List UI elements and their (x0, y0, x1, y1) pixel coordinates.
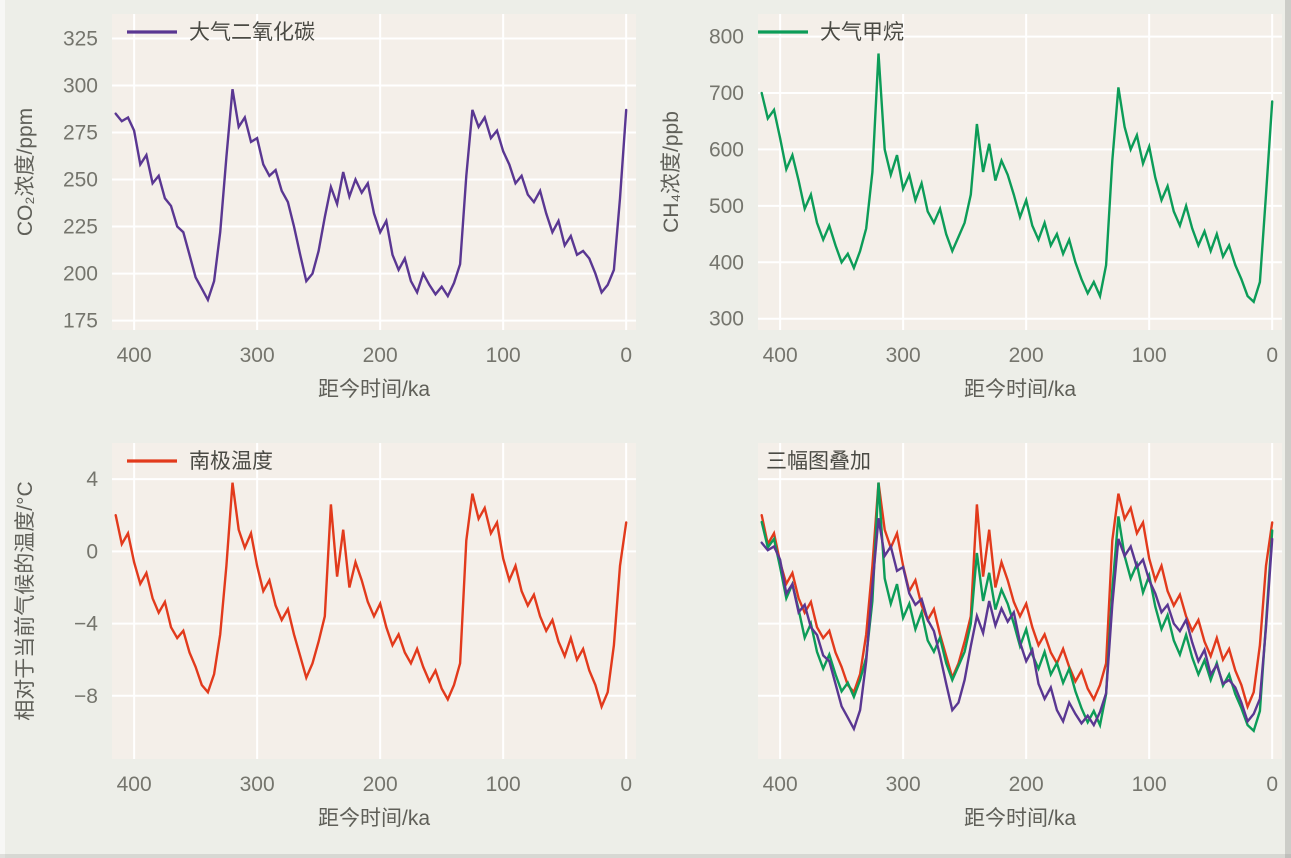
plot-area (758, 443, 1282, 759)
panel-ch4-chart: 400 300 200 100 0 300 400 500 600 700 800 CH₄浓度/ppb… (646, 0, 1291, 429)
scan-edge-artifact (1285, 0, 1291, 858)
y-tick-label: −8 (74, 685, 98, 708)
chart-svg: 400 300 200 100 0 175 200 225 250 275 300 325 CO₂浓度/… (14, 14, 636, 401)
x-tick-label: 200 (363, 344, 398, 367)
y-tick-label: 500 (709, 195, 744, 218)
y-tick-label: −4 (74, 613, 98, 636)
x-tick-label: 100 (1132, 344, 1167, 367)
scan-edge-artifact (0, 0, 5, 858)
x-tick-label: 200 (363, 773, 398, 796)
y-axis-label: CH₄浓度/ppb (660, 111, 683, 233)
x-tick-label: 0 (620, 344, 632, 367)
y-tick-label: 300 (709, 308, 744, 331)
plot-area (758, 14, 1282, 330)
temp-line (114, 482, 628, 711)
x-tick-label: 100 (486, 773, 521, 796)
x-tick-label: 400 (763, 773, 798, 796)
y-tick-label: 325 (63, 27, 98, 50)
y-tick-label: 175 (63, 310, 98, 333)
ch4-line (760, 53, 1274, 304)
y-axis-label: CO₂浓度/ppm (14, 108, 37, 236)
x-tick-label: 0 (1266, 344, 1278, 367)
chart-svg: 400 300 200 100 0 −8 −4 0 4 相对于当前气候的温度/°C 距今时间/ka 南… (14, 443, 636, 830)
co2-line (760, 518, 1274, 732)
x-axis-label: 距今时间/ka (964, 807, 1076, 830)
legend-label: 大气甲烷 (820, 21, 904, 44)
x-tick-label: 0 (1266, 773, 1278, 796)
x-tick-label: 400 (763, 344, 798, 367)
y-tick-label: 300 (63, 74, 98, 97)
y-tick-label: 250 (63, 169, 98, 192)
x-tick-label: 300 (886, 344, 921, 367)
y-tick-label: 200 (63, 263, 98, 286)
y-tick-label: 225 (63, 216, 98, 239)
x-axis-label: 距今时间/ka (964, 378, 1076, 401)
legend-label: 南极温度 (189, 450, 273, 473)
x-tick-label: 400 (117, 773, 152, 796)
y-tick-label: 0 (86, 540, 98, 563)
x-tick-label: 300 (240, 344, 275, 367)
x-tick-label: 100 (1132, 773, 1167, 796)
y-tick-label: 700 (709, 82, 744, 105)
x-tick-label: 100 (486, 344, 521, 367)
x-tick-label: 300 (240, 773, 275, 796)
chart-svg: 400 300 200 100 0 300 400 500 600 700 800 CH₄浓度/ppb… (660, 14, 1282, 401)
plot-area (112, 443, 636, 759)
x-axis-label: 距今时间/ka (318, 807, 430, 830)
x-tick-label: 0 (620, 773, 632, 796)
y-tick-label: 400 (709, 251, 744, 274)
panel-co2-chart: 400 300 200 100 0 175 200 225 250 275 300 325 CO₂浓度/… (0, 0, 645, 429)
co2-line (114, 89, 628, 303)
panel-overlay-chart: 400 300 200 100 0 距今时间/ka 三幅图叠加 (646, 429, 1291, 858)
y-tick-label: 275 (63, 122, 98, 145)
legend-label: 大气二氧化碳 (189, 21, 315, 44)
temp-line (760, 482, 1274, 711)
x-tick-label: 300 (886, 773, 921, 796)
x-tick-label: 200 (1009, 344, 1044, 367)
chart-svg: 400 300 200 100 0 距今时间/ka 三幅图叠加 (758, 443, 1282, 830)
panel-title: 三幅图叠加 (766, 450, 871, 473)
ch4-line (760, 482, 1274, 733)
scan-edge-artifact (0, 854, 1291, 858)
y-axis-label: 相对于当前气候的温度/°C (14, 481, 37, 720)
x-tick-label: 200 (1009, 773, 1044, 796)
y-tick-label: 4 (86, 468, 98, 491)
x-tick-label: 400 (117, 344, 152, 367)
y-tick-label: 800 (709, 26, 744, 49)
panel-temperature-chart: 400 300 200 100 0 −8 −4 0 4 相对于当前气候的温度/°C 距今时间/ka 南… (0, 429, 645, 858)
plot-area (112, 14, 636, 330)
y-tick-label: 600 (709, 138, 744, 161)
x-axis-label: 距今时间/ka (318, 378, 430, 401)
